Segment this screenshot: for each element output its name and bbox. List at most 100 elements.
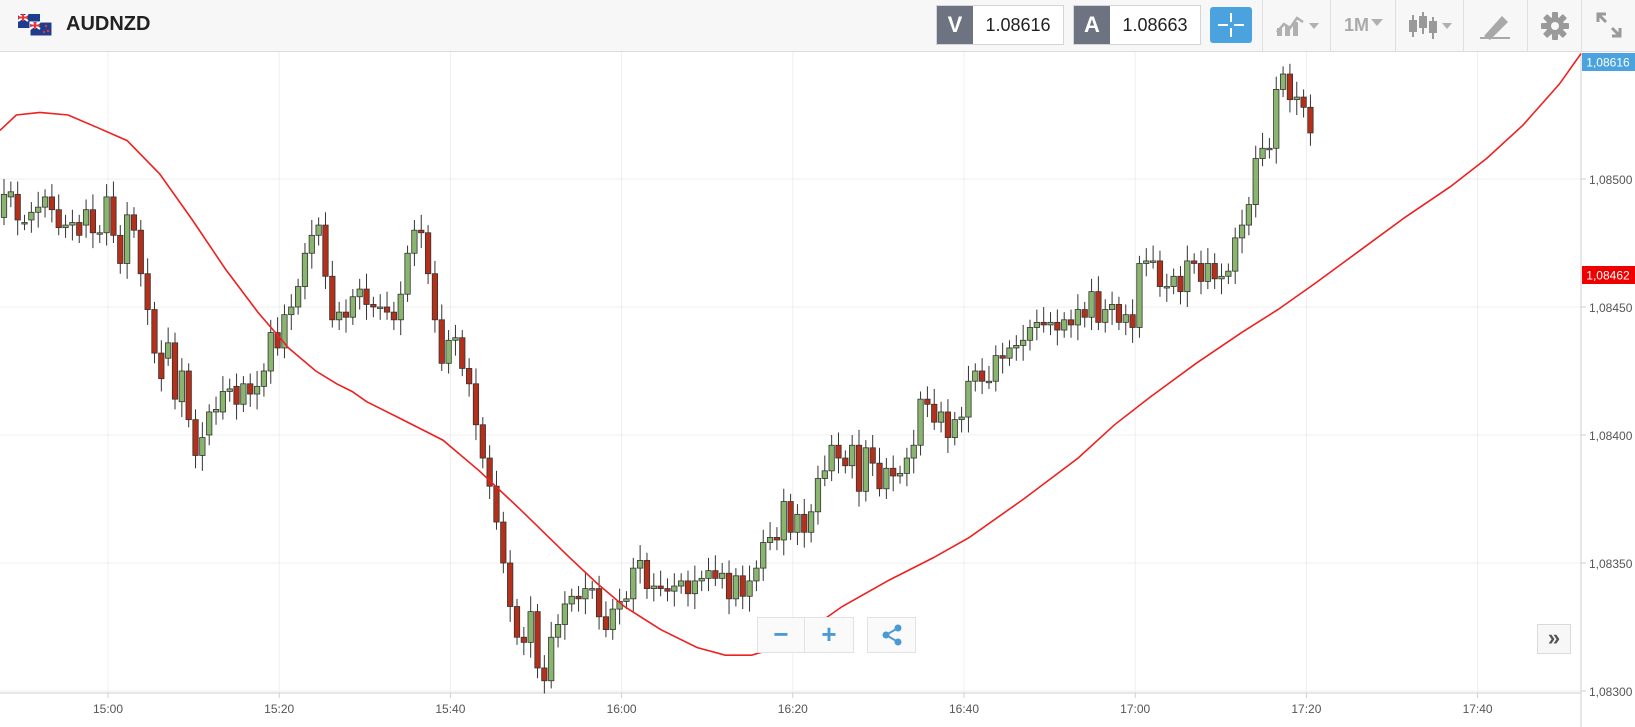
candle — [1211, 253, 1218, 290]
x-tick-label: 15:00 — [93, 702, 123, 716]
candle — [937, 401, 945, 433]
candle — [773, 527, 781, 551]
candlestick-chart[interactable]: 1,08500 1,08450 1,08400 1,08350 1,08300 15:0… — [0, 52, 1635, 727]
buy-price-button[interactable]: A 1.08663 — [1073, 5, 1201, 45]
x-tick-label: 17:00 — [1120, 702, 1150, 716]
candle — [165, 327, 172, 366]
candle — [992, 345, 999, 392]
candle — [192, 409, 199, 469]
candle — [247, 373, 254, 407]
candle — [917, 391, 924, 456]
y-tick-label: 1,08450 — [1589, 301, 1633, 315]
candle — [117, 225, 124, 274]
candle — [1259, 132, 1266, 167]
scroll-to-end-button[interactable]: » — [1537, 624, 1571, 654]
candle — [890, 455, 897, 492]
candle — [404, 245, 411, 302]
timeframe-label: 1M — [1344, 15, 1370, 35]
candle — [1088, 278, 1095, 331]
candle — [1225, 263, 1232, 284]
price-axis: 1,08500 1,08450 1,08400 1,08350 1,08300 — [1581, 173, 1633, 699]
x-tick-label: 16:20 — [778, 702, 808, 716]
candle — [520, 627, 527, 656]
sell-price: 1.08616 — [985, 15, 1051, 35]
candle — [1156, 250, 1164, 297]
candle — [1129, 299, 1136, 343]
candle — [896, 465, 904, 484]
candle — [493, 470, 500, 530]
candle — [1108, 291, 1116, 325]
candle — [130, 207, 138, 238]
candle — [828, 435, 835, 482]
candle — [383, 291, 391, 320]
candle — [260, 363, 268, 397]
zoom-out-button[interactable]: − — [757, 617, 805, 653]
candle — [534, 603, 541, 679]
zoom-controls: − + — [757, 617, 921, 653]
candle — [876, 447, 883, 497]
candle — [1191, 253, 1198, 274]
candle — [1232, 227, 1239, 284]
candle — [698, 570, 705, 592]
candle — [903, 447, 910, 487]
drawing-tools-button[interactable] — [1463, 0, 1526, 51]
candle — [575, 586, 582, 612]
crosshair-button[interactable] — [1206, 0, 1256, 51]
candle — [1040, 307, 1047, 333]
candle — [965, 365, 972, 433]
candle — [643, 552, 651, 599]
candle — [855, 429, 863, 507]
x-tick-label: 16:00 — [607, 702, 637, 716]
candle — [568, 588, 575, 612]
candle — [69, 209, 76, 241]
zoom-in-button[interactable]: + — [805, 617, 854, 653]
candle — [691, 565, 698, 610]
candle — [609, 598, 616, 640]
candle — [301, 243, 309, 300]
share-button[interactable] — [867, 617, 916, 653]
candle — [28, 202, 35, 233]
candle — [972, 363, 979, 392]
candle — [185, 363, 192, 428]
candle — [1300, 89, 1307, 118]
candle — [0, 179, 8, 226]
candle — [144, 258, 151, 325]
candle — [684, 570, 692, 607]
candle — [151, 301, 158, 364]
candle — [1177, 266, 1184, 305]
candle — [438, 304, 445, 371]
candle — [411, 219, 418, 267]
fullscreen-button[interactable] — [1581, 0, 1635, 51]
candle — [240, 376, 247, 412]
candle — [55, 194, 62, 236]
candle — [808, 504, 815, 543]
candle — [356, 278, 363, 310]
candle — [82, 199, 90, 238]
candle — [315, 217, 322, 246]
candle — [295, 278, 302, 315]
zoom-in-label: + — [821, 619, 837, 649]
candle — [1115, 296, 1123, 331]
settings-button[interactable] — [1527, 0, 1581, 51]
chart-grid — [0, 52, 1581, 693]
candle — [985, 365, 993, 389]
sell-price-button[interactable]: V 1.08616 — [936, 5, 1064, 45]
candle — [1204, 248, 1211, 290]
candle — [288, 294, 295, 331]
candle — [219, 376, 226, 420]
indicators-button[interactable] — [1262, 0, 1329, 51]
chart-type-button[interactable] — [1395, 0, 1463, 51]
candle — [541, 655, 548, 694]
timeframe-button[interactable]: 1M — [1330, 0, 1395, 51]
crosshair-icon — [1210, 7, 1252, 43]
candle — [801, 499, 808, 548]
instrument-symbol: AUDNZD — [66, 13, 151, 35]
x-tick-label: 15:20 — [264, 702, 294, 716]
candle — [62, 214, 69, 238]
candle — [944, 399, 952, 453]
x-tick-label: 16:40 — [949, 702, 979, 716]
candle — [910, 429, 917, 474]
candle — [48, 184, 55, 223]
gear-icon — [1541, 12, 1569, 40]
candle — [1218, 263, 1225, 295]
